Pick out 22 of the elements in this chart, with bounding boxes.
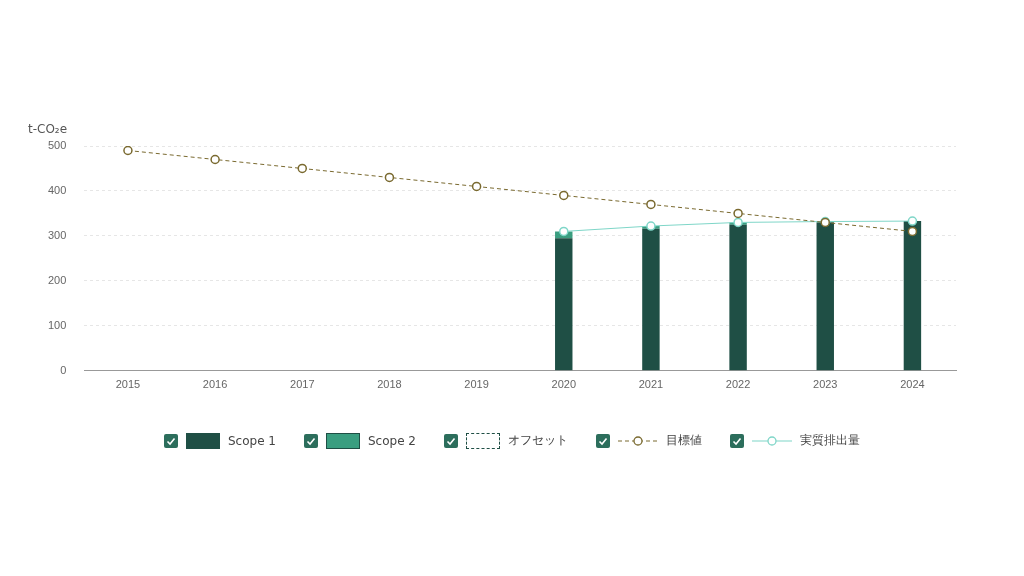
x-tick-label: 2023 [813, 378, 838, 391]
y-tick-label: 400 [47, 183, 67, 196]
legend-label: 目標値 [666, 432, 703, 449]
y-tick-label: 0 [60, 363, 67, 376]
x-tick-label: 2015 [115, 378, 141, 391]
y-tick-label: 500 [47, 139, 67, 152]
x-tick-label: 2017 [290, 378, 315, 391]
x-tick-label: 2016 [202, 378, 228, 391]
y-tick-label: 300 [47, 228, 67, 241]
legend-label: オフセット [508, 432, 569, 449]
x-tick-label: 2018 [377, 378, 402, 391]
y-tick-label: 100 [47, 318, 67, 331]
x-tick-label: 2022 [725, 378, 751, 391]
legend-label: Scope 2 [368, 433, 417, 448]
x-tick-label: 2024 [900, 378, 925, 391]
y-axis-title: t-CO₂e [28, 122, 68, 137]
legend-label: Scope 1 [227, 433, 276, 448]
x-tick-label: 2019 [464, 378, 489, 391]
legend-label: 実質排出量 [800, 432, 861, 449]
y-tick-label: 200 [47, 273, 67, 286]
x-tick-label: 2020 [551, 378, 576, 391]
x-tick-label: 2021 [638, 378, 664, 391]
